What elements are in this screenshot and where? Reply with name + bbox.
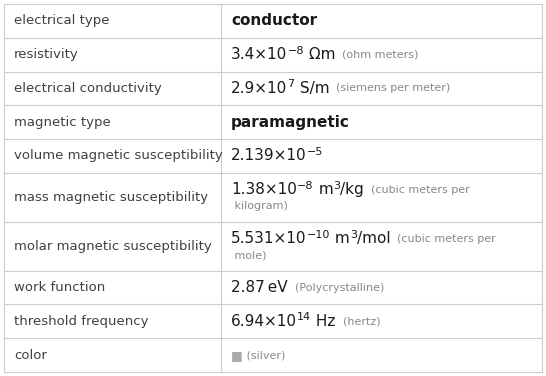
Text: −5: −5 <box>307 147 323 157</box>
Text: Hz: Hz <box>311 314 336 329</box>
Text: magnetic type: magnetic type <box>14 116 111 129</box>
Text: (Polycrystalline): (Polycrystalline) <box>288 283 384 293</box>
Text: conductor: conductor <box>231 14 317 28</box>
Text: m: m <box>313 182 333 197</box>
Text: /kg: /kg <box>340 182 364 197</box>
Text: 2.87 eV: 2.87 eV <box>231 280 288 295</box>
Text: (hertz): (hertz) <box>336 316 380 326</box>
Text: electrical type: electrical type <box>14 14 110 27</box>
Text: 1.38×10: 1.38×10 <box>231 182 297 197</box>
Text: Ωm: Ωm <box>304 47 335 62</box>
Text: electrical conductivity: electrical conductivity <box>14 82 162 95</box>
Text: −8: −8 <box>297 181 313 191</box>
Text: (silver): (silver) <box>243 350 285 360</box>
Text: kilogram): kilogram) <box>231 201 288 211</box>
Text: color: color <box>14 349 47 362</box>
Text: −10: −10 <box>307 230 330 240</box>
Text: (ohm meters): (ohm meters) <box>335 50 419 60</box>
Text: (cubic meters per: (cubic meters per <box>390 234 496 244</box>
Text: 2.9×10: 2.9×10 <box>231 81 287 96</box>
Text: mole): mole) <box>231 250 266 260</box>
Text: ■: ■ <box>231 349 243 362</box>
Text: resistivity: resistivity <box>14 48 79 61</box>
Text: 3: 3 <box>350 230 357 240</box>
Text: volume magnetic susceptibility: volume magnetic susceptibility <box>14 149 223 162</box>
Text: 3: 3 <box>333 181 340 191</box>
Text: S/m: S/m <box>294 81 329 96</box>
Text: −8: −8 <box>287 45 304 56</box>
Text: 6.94×10: 6.94×10 <box>231 314 297 329</box>
Text: 3.4×10: 3.4×10 <box>231 47 287 62</box>
Text: /mol: /mol <box>357 231 390 246</box>
Text: 7: 7 <box>287 79 294 89</box>
Text: (siemens per meter): (siemens per meter) <box>329 83 450 93</box>
Text: m: m <box>330 231 350 246</box>
Text: paramagnetic: paramagnetic <box>231 115 350 130</box>
Text: 2.139×10: 2.139×10 <box>231 149 307 164</box>
Text: (cubic meters per: (cubic meters per <box>364 185 470 195</box>
Text: 14: 14 <box>297 312 311 322</box>
Text: 5.531×10: 5.531×10 <box>231 231 307 246</box>
Text: work function: work function <box>14 281 105 294</box>
Text: molar magnetic susceptibility: molar magnetic susceptibility <box>14 240 212 253</box>
Text: mass magnetic susceptibility: mass magnetic susceptibility <box>14 191 208 204</box>
Text: threshold frequency: threshold frequency <box>14 315 149 328</box>
